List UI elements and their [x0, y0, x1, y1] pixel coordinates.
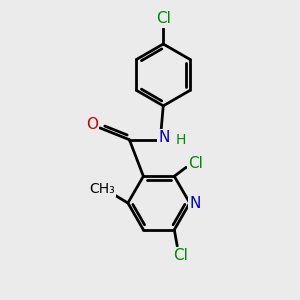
- Text: Cl: Cl: [156, 11, 171, 26]
- Text: Cl: Cl: [188, 156, 203, 171]
- Text: Cl: Cl: [173, 248, 188, 263]
- Text: N: N: [189, 196, 201, 211]
- Text: CH₃: CH₃: [89, 182, 115, 196]
- Text: N: N: [158, 130, 169, 145]
- Text: H: H: [175, 133, 185, 147]
- Text: O: O: [86, 118, 98, 133]
